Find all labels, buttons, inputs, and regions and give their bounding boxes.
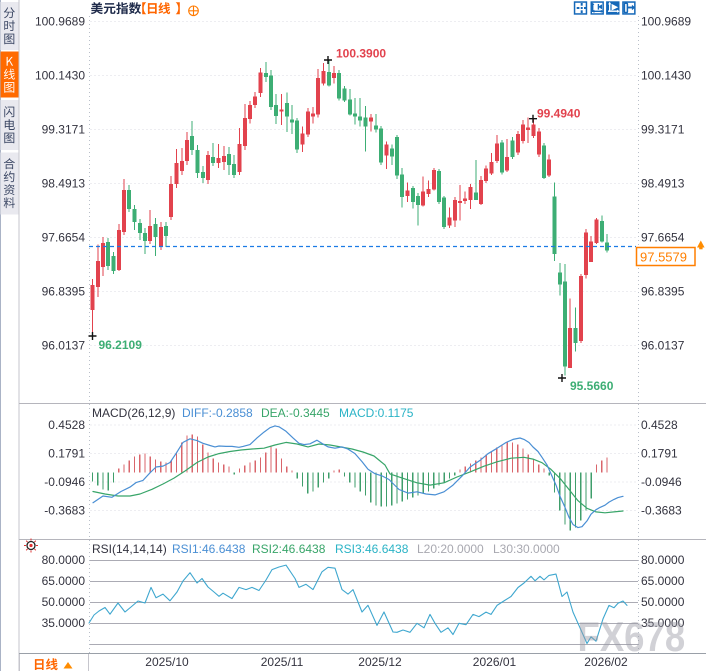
- svg-text:DIFF:-0.2858: DIFF:-0.2858: [182, 406, 253, 420]
- svg-text:80.0000: 80.0000: [641, 553, 685, 567]
- svg-text:2025/10: 2025/10: [145, 655, 189, 669]
- svg-text:0.4528: 0.4528: [641, 418, 678, 432]
- svg-text:0.4528: 0.4528: [48, 418, 85, 432]
- svg-text:0.1791: 0.1791: [48, 447, 85, 461]
- svg-text:-0.0946: -0.0946: [641, 475, 682, 489]
- svg-text:97.6654: 97.6654: [42, 231, 86, 245]
- svg-text:97.6654: 97.6654: [641, 231, 685, 245]
- svg-text:100.9689: 100.9689: [641, 15, 691, 29]
- svg-text:50.0000: 50.0000: [641, 595, 685, 609]
- svg-text:MACD:0.1175: MACD:0.1175: [339, 406, 414, 420]
- svg-text:MACD(26,12,9): MACD(26,12,9): [92, 406, 175, 420]
- svg-text:100.1430: 100.1430: [641, 69, 691, 83]
- svg-text:80.0000: 80.0000: [42, 553, 86, 567]
- svg-text:65.0000: 65.0000: [42, 574, 86, 588]
- svg-text:2025/12: 2025/12: [358, 655, 402, 669]
- svg-text:-0.3683: -0.3683: [44, 504, 85, 518]
- svg-text:35.0000: 35.0000: [42, 616, 86, 630]
- svg-text:99.3171: 99.3171: [42, 123, 86, 137]
- svg-text:RSI3:46.6438: RSI3:46.6438: [335, 542, 409, 556]
- svg-text:99.4940: 99.4940: [537, 107, 581, 121]
- svg-text:-0.3683: -0.3683: [641, 504, 682, 518]
- svg-text:-0.0946: -0.0946: [44, 475, 85, 489]
- svg-text:96.8395: 96.8395: [641, 285, 685, 299]
- svg-text:L30:30.0000: L30:30.0000: [493, 542, 560, 556]
- svg-text:96.8395: 96.8395: [42, 285, 86, 299]
- svg-text:96.0137: 96.0137: [641, 339, 685, 353]
- svg-text:RSI1:46.6438: RSI1:46.6438: [172, 542, 246, 556]
- svg-text:95.5660: 95.5660: [570, 379, 614, 393]
- svg-text:96.2109: 96.2109: [99, 338, 143, 352]
- svg-text:2026/02: 2026/02: [584, 655, 628, 669]
- svg-text:98.4913: 98.4913: [641, 177, 685, 191]
- svg-text:2026/01: 2026/01: [473, 655, 517, 669]
- svg-text:97.5579: 97.5579: [640, 250, 687, 265]
- svg-text:RSI(14,14,14): RSI(14,14,14): [92, 542, 167, 556]
- svg-text:L20:20.0000: L20:20.0000: [417, 542, 484, 556]
- svg-text:50.0000: 50.0000: [42, 595, 86, 609]
- svg-text:2025/11: 2025/11: [261, 655, 304, 669]
- svg-text:RSI2:46.6438: RSI2:46.6438: [252, 542, 326, 556]
- svg-text:65.0000: 65.0000: [641, 574, 685, 588]
- svg-text:DEA:-0.3445: DEA:-0.3445: [261, 406, 330, 420]
- svg-text:100.3900: 100.3900: [336, 47, 386, 61]
- svg-text:0.1791: 0.1791: [641, 447, 678, 461]
- svg-text:99.3171: 99.3171: [641, 123, 685, 137]
- svg-text:35.0000: 35.0000: [641, 616, 685, 630]
- svg-text:100.9689: 100.9689: [35, 15, 85, 29]
- svg-text:96.0137: 96.0137: [42, 339, 86, 353]
- svg-text:98.4913: 98.4913: [42, 177, 86, 191]
- svg-text:100.1430: 100.1430: [35, 69, 85, 83]
- svg-text:FX678: FX678: [578, 614, 686, 661]
